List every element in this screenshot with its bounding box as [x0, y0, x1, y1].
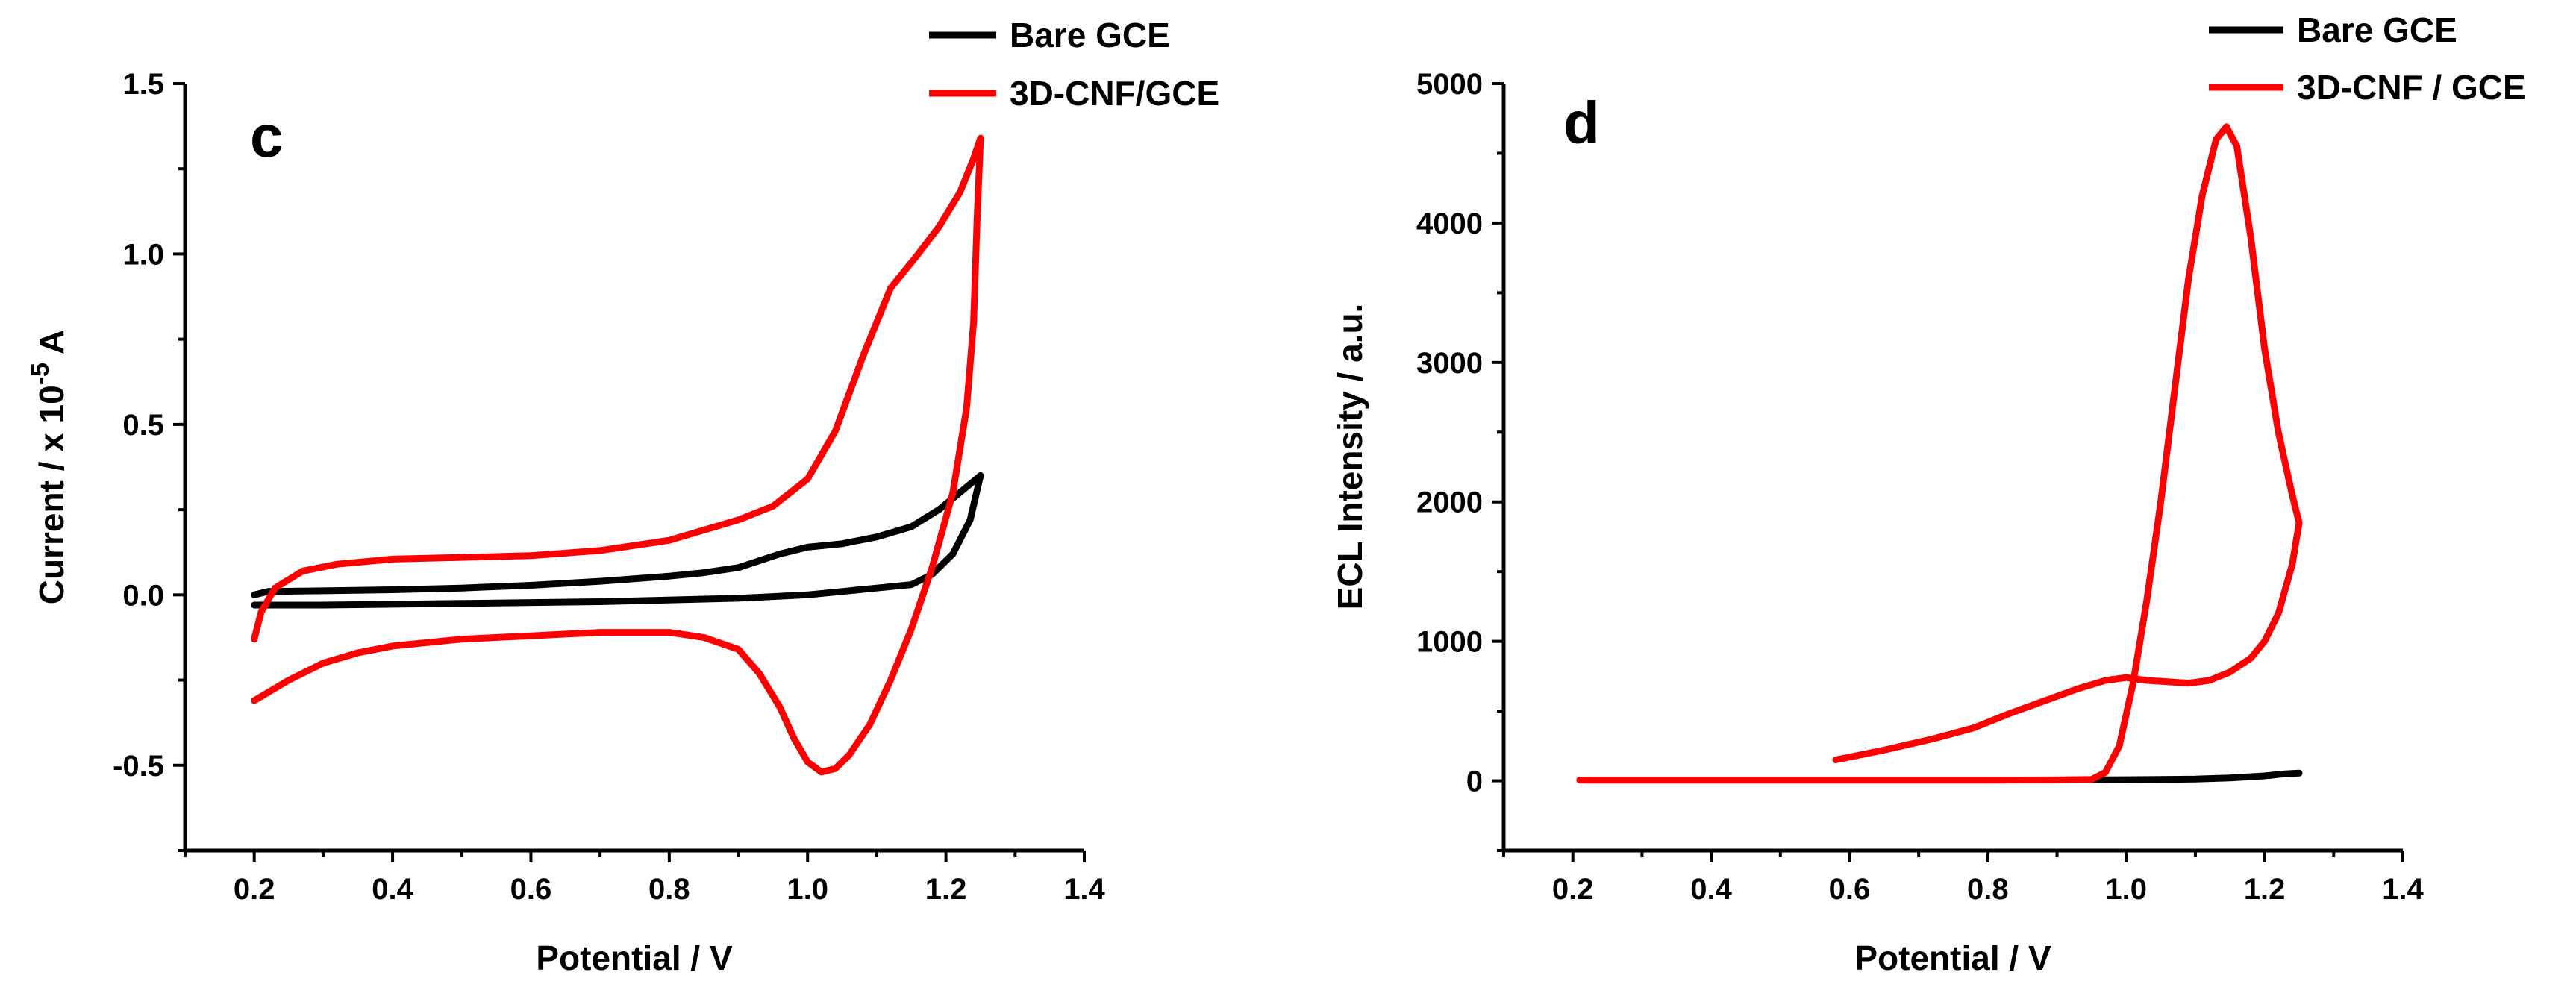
chart-c-y-tick-label: 1.5: [122, 68, 164, 101]
chart-c-y-tick-label: 0.0: [122, 579, 164, 612]
chart-d-panel-label: d: [1563, 90, 1600, 156]
chart-d-legend-label-bare: Bare GCE: [2297, 10, 2457, 49]
chart-c-ticks: 0.2 0.4 0.6 0.8 1.0 1.2 1.4 -0.5 0.0 0.5 1.0 1.5: [113, 68, 1105, 906]
chart-d-x-tick-label: 1.0: [2105, 873, 2147, 906]
chart-c-x-tick-label: 0.2: [234, 873, 275, 906]
chart-c-series-bare: [251, 472, 984, 609]
chart-d-x-tick-label: 0.6: [1829, 873, 1871, 906]
chart-d-legend: Bare GCE 3D-CNF / GCE: [2209, 10, 2526, 107]
chart-c-legend-label-bare: Bare GCE: [1010, 16, 1170, 54]
chart-d-y-axis-label: ECL Intensity / a.u.: [1331, 304, 1369, 610]
chart-d-y-tick-label: 0: [1466, 765, 1483, 798]
chart-c-series-cnf: [251, 134, 984, 776]
chart-c-y-tick-label: -0.5: [113, 750, 164, 783]
chart-c-x-tick-label: 1.0: [787, 873, 828, 906]
chart-d-x-tick-label: 1.4: [2382, 873, 2424, 906]
chart-c-legend-label-cnf: 3D-CNF/GCE: [1010, 74, 1219, 113]
chart-d-x-tick-label: 1.2: [2244, 873, 2286, 906]
chart-d-series-cnf: [1576, 123, 2303, 784]
chart-c-x-tick-label: 1.2: [925, 873, 967, 906]
chart-d-curves: [1576, 123, 2303, 784]
chart-c-x-axis-label: Potential / V: [536, 939, 733, 977]
chart-c-x-tick-label: 1.4: [1063, 873, 1105, 906]
chart-d-y-tick-label: 5000: [1416, 68, 1483, 101]
chart-d-y-tick-label: 3000: [1416, 347, 1483, 380]
chart-c-curves: [251, 134, 984, 776]
chart-d-y-tick-label: 1000: [1416, 626, 1483, 659]
chart-c-y-label-exp: -5: [26, 363, 54, 385]
chart-c-x-tick-label: 0.8: [648, 873, 690, 906]
chart-c-y-axis-label: Current / x 10-5 A: [26, 330, 71, 605]
chart-c-y-tick-label: 0.5: [122, 409, 164, 442]
chart-d-x-axis-label: Potential / V: [1854, 939, 2051, 977]
chart-d-y-tick-label: 2000: [1416, 486, 1483, 519]
chart-d-x-tick-label: 0.8: [1967, 873, 2009, 906]
chart-c-y-tick-label: 1.0: [122, 238, 164, 271]
chart-c-y-label-suffix: A: [32, 330, 71, 363]
chart-c: 0.2 0.4 0.6 0.8 1.0 1.2 1.4-0.50.00.51.01.5 c …: [26, 16, 1219, 977]
chart-c-x-tick-label: 0.6: [510, 873, 552, 906]
chart-d-ticks: 0.2 0.4 0.6 0.8 1.0 1.2 1.4 0 1000 2000 3000 4000 50…: [1416, 68, 2425, 906]
chart-c-panel-label: c: [250, 103, 284, 169]
chart-d-y-tick-label: 4000: [1416, 207, 1483, 240]
chart-c-axes: [183, 84, 1084, 853]
chart-c-y-label-prefix: Current / x 10: [32, 385, 71, 604]
chart-d-x-tick-label: 0.2: [1552, 873, 1594, 906]
chart-c-legend: Bare GCE 3D-CNF/GCE: [929, 16, 1219, 113]
chart-d-legend-label-cnf: 3D-CNF / GCE: [2297, 68, 2526, 107]
chart-d-x-tick-label: 0.4: [1690, 873, 1732, 906]
chart-d: 0.2 0.4 0.6 0.8 1.0 1.2 1.4 0 1000 2000 3000 4000 50…: [1331, 10, 2526, 977]
chart-c-x-tick-label: 0.4: [372, 873, 413, 906]
